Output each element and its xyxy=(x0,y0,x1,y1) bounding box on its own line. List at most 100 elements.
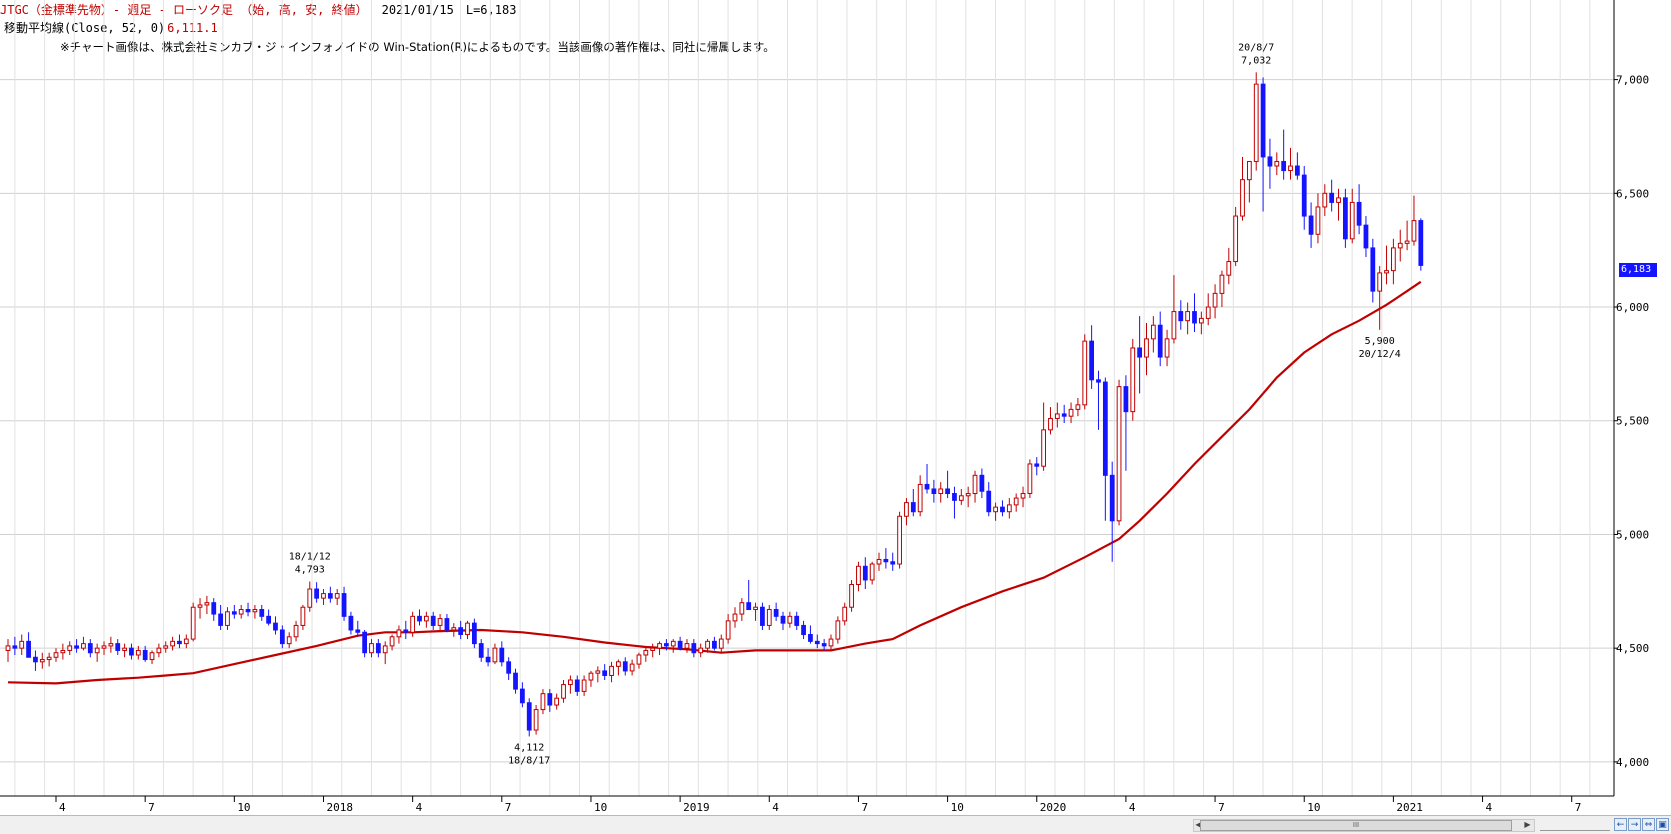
candle-body xyxy=(629,663,635,672)
candle xyxy=(1096,370,1101,430)
candle-body xyxy=(622,661,628,672)
candle xyxy=(300,604,306,630)
candle xyxy=(355,620,361,637)
candle xyxy=(87,639,93,658)
candle-body xyxy=(465,622,470,636)
candle xyxy=(684,639,690,653)
candle xyxy=(1178,300,1184,330)
candle-body xyxy=(1027,463,1033,495)
candle-body xyxy=(1123,386,1129,413)
x-tick-label: 4 xyxy=(772,801,779,814)
candle-body xyxy=(1253,83,1259,162)
candle xyxy=(1192,293,1197,333)
candle-body xyxy=(382,645,388,654)
candle xyxy=(1301,166,1307,230)
candle-body xyxy=(1384,270,1389,274)
candle xyxy=(94,643,100,662)
candle-body xyxy=(691,643,697,654)
tool-button-3[interactable]: ⇔ xyxy=(1642,818,1655,831)
candle xyxy=(314,582,320,603)
scroll-left-icon[interactable]: ◀ xyxy=(1195,820,1202,829)
candle xyxy=(1288,147,1293,180)
candle-body xyxy=(362,631,368,654)
candle-body xyxy=(787,615,793,624)
candle xyxy=(1404,220,1410,251)
candle-body xyxy=(766,609,772,626)
candle-body xyxy=(1226,261,1232,276)
candle-body xyxy=(780,615,786,624)
candle-body xyxy=(183,638,189,645)
candle-body xyxy=(725,620,731,640)
candle xyxy=(533,705,539,735)
candle-body xyxy=(1082,340,1088,406)
candle-body xyxy=(12,645,18,649)
candle-body xyxy=(1219,274,1225,294)
candle-body xyxy=(225,611,230,626)
candle xyxy=(74,639,79,653)
candle xyxy=(705,639,710,653)
candle-body xyxy=(1109,474,1115,522)
candle-body xyxy=(1048,417,1053,431)
candle xyxy=(1260,77,1266,212)
candle xyxy=(780,611,786,630)
candle-body xyxy=(142,649,148,661)
annotation-line1: 4,112 xyxy=(514,742,544,753)
x-tick-label: 7 xyxy=(505,801,512,814)
candle xyxy=(1315,193,1321,244)
candle-body xyxy=(1356,201,1362,226)
tool-button-1[interactable]: ← xyxy=(1614,818,1627,831)
candle-body xyxy=(327,593,333,599)
annotation-line1: 5,900 xyxy=(1365,336,1395,347)
x-tick-label: 4 xyxy=(416,801,423,814)
candle-body xyxy=(664,643,669,647)
candle xyxy=(334,589,340,605)
candle xyxy=(677,636,683,651)
candle xyxy=(1137,316,1143,394)
candle-body xyxy=(965,493,971,497)
candle xyxy=(279,625,285,649)
zoom-slider[interactable] xyxy=(1540,819,1610,831)
candle-body xyxy=(938,488,944,495)
last-price-tag: 6,183 xyxy=(1619,263,1657,277)
candle xyxy=(410,611,416,637)
candle-body xyxy=(266,615,272,624)
candle xyxy=(1130,338,1136,421)
candle-body xyxy=(1171,311,1177,340)
extreme-annotation: 5,900 20/12/4 xyxy=(1359,336,1401,360)
tool-button-2[interactable]: → xyxy=(1628,818,1641,831)
y-tick-label: 4,000 xyxy=(1616,756,1649,769)
moving-average-line xyxy=(7,280,1422,685)
tool-button-4[interactable]: ▣ xyxy=(1656,818,1669,831)
scroll-thumb[interactable]: III xyxy=(1200,820,1512,831)
candle-body xyxy=(869,563,875,581)
candlestick-chart[interactable]: 18/1/12 4,793 4,112 18/8/17 20/8/7 7,032 5,900… xyxy=(0,0,1671,815)
candle-body xyxy=(732,613,738,622)
candle xyxy=(341,586,347,621)
scroll-right-icon[interactable]: ▶ xyxy=(1524,820,1531,829)
candle-body xyxy=(122,647,127,651)
candle xyxy=(1185,302,1191,335)
candle xyxy=(60,643,66,660)
candle xyxy=(389,634,395,651)
candle-body xyxy=(979,474,985,492)
candle-body xyxy=(910,502,916,513)
x-tick-label: 4 xyxy=(1486,801,1493,814)
candle xyxy=(252,604,258,619)
candle-body xyxy=(670,640,676,647)
candle-body xyxy=(1137,347,1143,358)
candle-body xyxy=(170,640,175,647)
candle xyxy=(19,634,25,655)
candle-body xyxy=(129,647,134,656)
candle xyxy=(1116,379,1122,526)
candle-body xyxy=(718,638,724,649)
candle xyxy=(53,648,59,662)
candle-body xyxy=(924,483,930,490)
candle-body xyxy=(547,693,553,706)
candle xyxy=(828,634,834,651)
candle xyxy=(760,602,765,630)
candle xyxy=(417,609,422,626)
candle-body xyxy=(952,493,957,501)
candle-body xyxy=(321,593,326,599)
candle-body xyxy=(108,643,114,647)
candle xyxy=(904,498,909,526)
